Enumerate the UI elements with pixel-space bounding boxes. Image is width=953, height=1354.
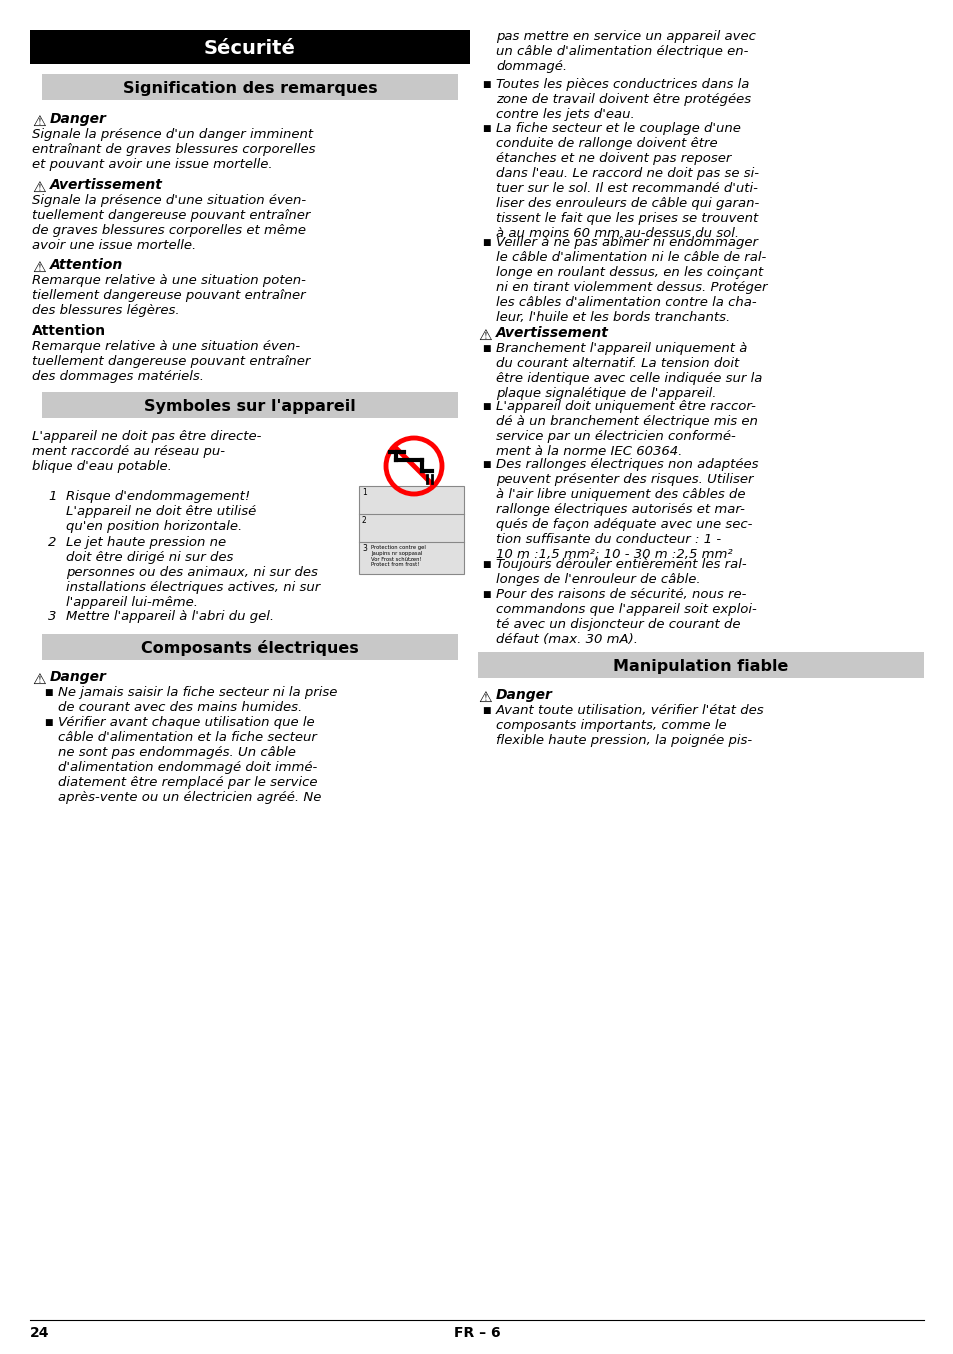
FancyBboxPatch shape (30, 30, 470, 64)
Text: Manipulation fiable: Manipulation fiable (613, 658, 788, 673)
Text: Toujours dérouler entièrement les ral-
longes de l'enrouleur de câble.: Toujours dérouler entièrement les ral- l… (496, 558, 746, 586)
Text: Signification des remarques: Signification des remarques (123, 80, 377, 96)
Text: Ne jamais saisir la fiche secteur ni la prise
de courant avec des mains humides.: Ne jamais saisir la fiche secteur ni la … (58, 686, 337, 714)
Text: Danger: Danger (496, 688, 553, 701)
Text: Toutes les pièces conductrices dans la
zone de travail doivent être protégées
co: Toutes les pièces conductrices dans la z… (496, 79, 750, 121)
Text: Risque d'endommagement!
L'appareil ne doit être utilisé
qu'en position horizonta: Risque d'endommagement! L'appareil ne do… (66, 490, 256, 533)
Text: ■: ■ (481, 459, 490, 468)
FancyBboxPatch shape (358, 486, 463, 574)
Text: Danger: Danger (50, 112, 107, 126)
Text: Mettre l'appareil à l'abri du gel.: Mettre l'appareil à l'abri du gel. (66, 611, 274, 623)
Text: Veiller à ne pas abîmer ni endommager
le câble d'alimentation ni le câble de ral: Veiller à ne pas abîmer ni endommager le… (496, 236, 767, 324)
Text: Composants électriques: Composants électriques (141, 640, 358, 655)
Text: ■: ■ (481, 589, 490, 598)
Text: Le jet haute pression ne
doit être dirigé ni sur des
personnes ou des animaux, n: Le jet haute pression ne doit être dirig… (66, 536, 320, 609)
Text: ■: ■ (481, 123, 490, 133)
FancyBboxPatch shape (477, 653, 923, 678)
Text: Attention: Attention (32, 324, 106, 338)
Text: Branchement l'appareil uniquement à
du courant alternatif. La tension doit
être : Branchement l'appareil uniquement à du c… (496, 343, 761, 399)
Text: ■: ■ (481, 402, 490, 410)
Text: Avant toute utilisation, vérifier l'état des
composants importants, comme le
fle: Avant toute utilisation, vérifier l'état… (496, 704, 763, 747)
FancyBboxPatch shape (42, 634, 457, 659)
Text: La fiche secteur et le couplage d'une
conduite de rallonge doivent être
étanches: La fiche secteur et le couplage d'une co… (496, 122, 759, 240)
Text: ■: ■ (481, 237, 490, 246)
Text: Symboles sur l'appareil: Symboles sur l'appareil (144, 398, 355, 413)
Text: pas mettre en service un appareil avec
un câble d'alimentation électrique en-
do: pas mettre en service un appareil avec u… (496, 30, 755, 73)
Text: ■: ■ (481, 80, 490, 88)
Text: 1: 1 (48, 490, 56, 502)
Text: ■: ■ (44, 718, 52, 727)
Text: Protection contre gel
Jaupins nr soppasal
Vor Frost schützen!
Protect from frost: Protection contre gel Jaupins nr soppasa… (371, 546, 425, 567)
Text: Remarque relative à une situation poten-
tiellement dangereuse pouvant entraîner: Remarque relative à une situation poten-… (32, 274, 306, 317)
Text: Des rallonges électriques non adaptées
peuvent présenter des risques. Utiliser
à: Des rallonges électriques non adaptées p… (496, 458, 758, 561)
Text: 2: 2 (48, 536, 56, 548)
Text: Signale la présence d'un danger imminent
entraînant de graves blessures corporel: Signale la présence d'un danger imminent… (32, 129, 315, 171)
Text: ⚠: ⚠ (477, 691, 491, 705)
FancyBboxPatch shape (42, 393, 457, 418)
Text: ■: ■ (44, 688, 52, 696)
Text: Attention: Attention (50, 259, 123, 272)
Text: 2: 2 (361, 516, 366, 525)
Text: 3: 3 (361, 544, 367, 552)
Text: ⚠: ⚠ (32, 114, 46, 129)
Text: ⚠: ⚠ (477, 328, 491, 343)
Text: ⚠: ⚠ (32, 180, 46, 195)
Text: Vérifier avant chaque utilisation que le
câble d'alimentation et la fiche secteu: Vérifier avant chaque utilisation que le… (58, 716, 321, 804)
Text: L'appareil doit uniquement être raccor-
dé à un branchement électrique mis en
se: L'appareil doit uniquement être raccor- … (496, 399, 757, 458)
Text: L'appareil ne doit pas être directe-
ment raccordé au réseau pu-
blique d'eau po: L'appareil ne doit pas être directe- men… (32, 431, 261, 473)
FancyBboxPatch shape (42, 74, 457, 100)
Text: Sécurité: Sécurité (204, 38, 295, 57)
Text: Avertissement: Avertissement (50, 177, 163, 192)
Text: ⚠: ⚠ (32, 260, 46, 275)
Text: Signale la présence d'une situation éven-
tuellement dangereuse pouvant entraîne: Signale la présence d'une situation éven… (32, 194, 310, 252)
Text: Avertissement: Avertissement (496, 326, 608, 340)
Text: FR – 6: FR – 6 (454, 1326, 499, 1340)
Text: 24: 24 (30, 1326, 50, 1340)
Text: 3: 3 (48, 611, 56, 623)
Text: 1: 1 (361, 487, 366, 497)
Text: Remarque relative à une situation éven-
tuellement dangereuse pouvant entraîner
: Remarque relative à une situation éven- … (32, 340, 310, 383)
Text: ■: ■ (481, 705, 490, 715)
Text: ■: ■ (481, 559, 490, 569)
Text: ■: ■ (481, 344, 490, 352)
Text: Danger: Danger (50, 670, 107, 684)
Text: Pour des raisons de sécurité, nous re-
commandons que l'appareil soit exploi-
té: Pour des raisons de sécurité, nous re- c… (496, 588, 756, 646)
Text: ⚠: ⚠ (32, 672, 46, 686)
